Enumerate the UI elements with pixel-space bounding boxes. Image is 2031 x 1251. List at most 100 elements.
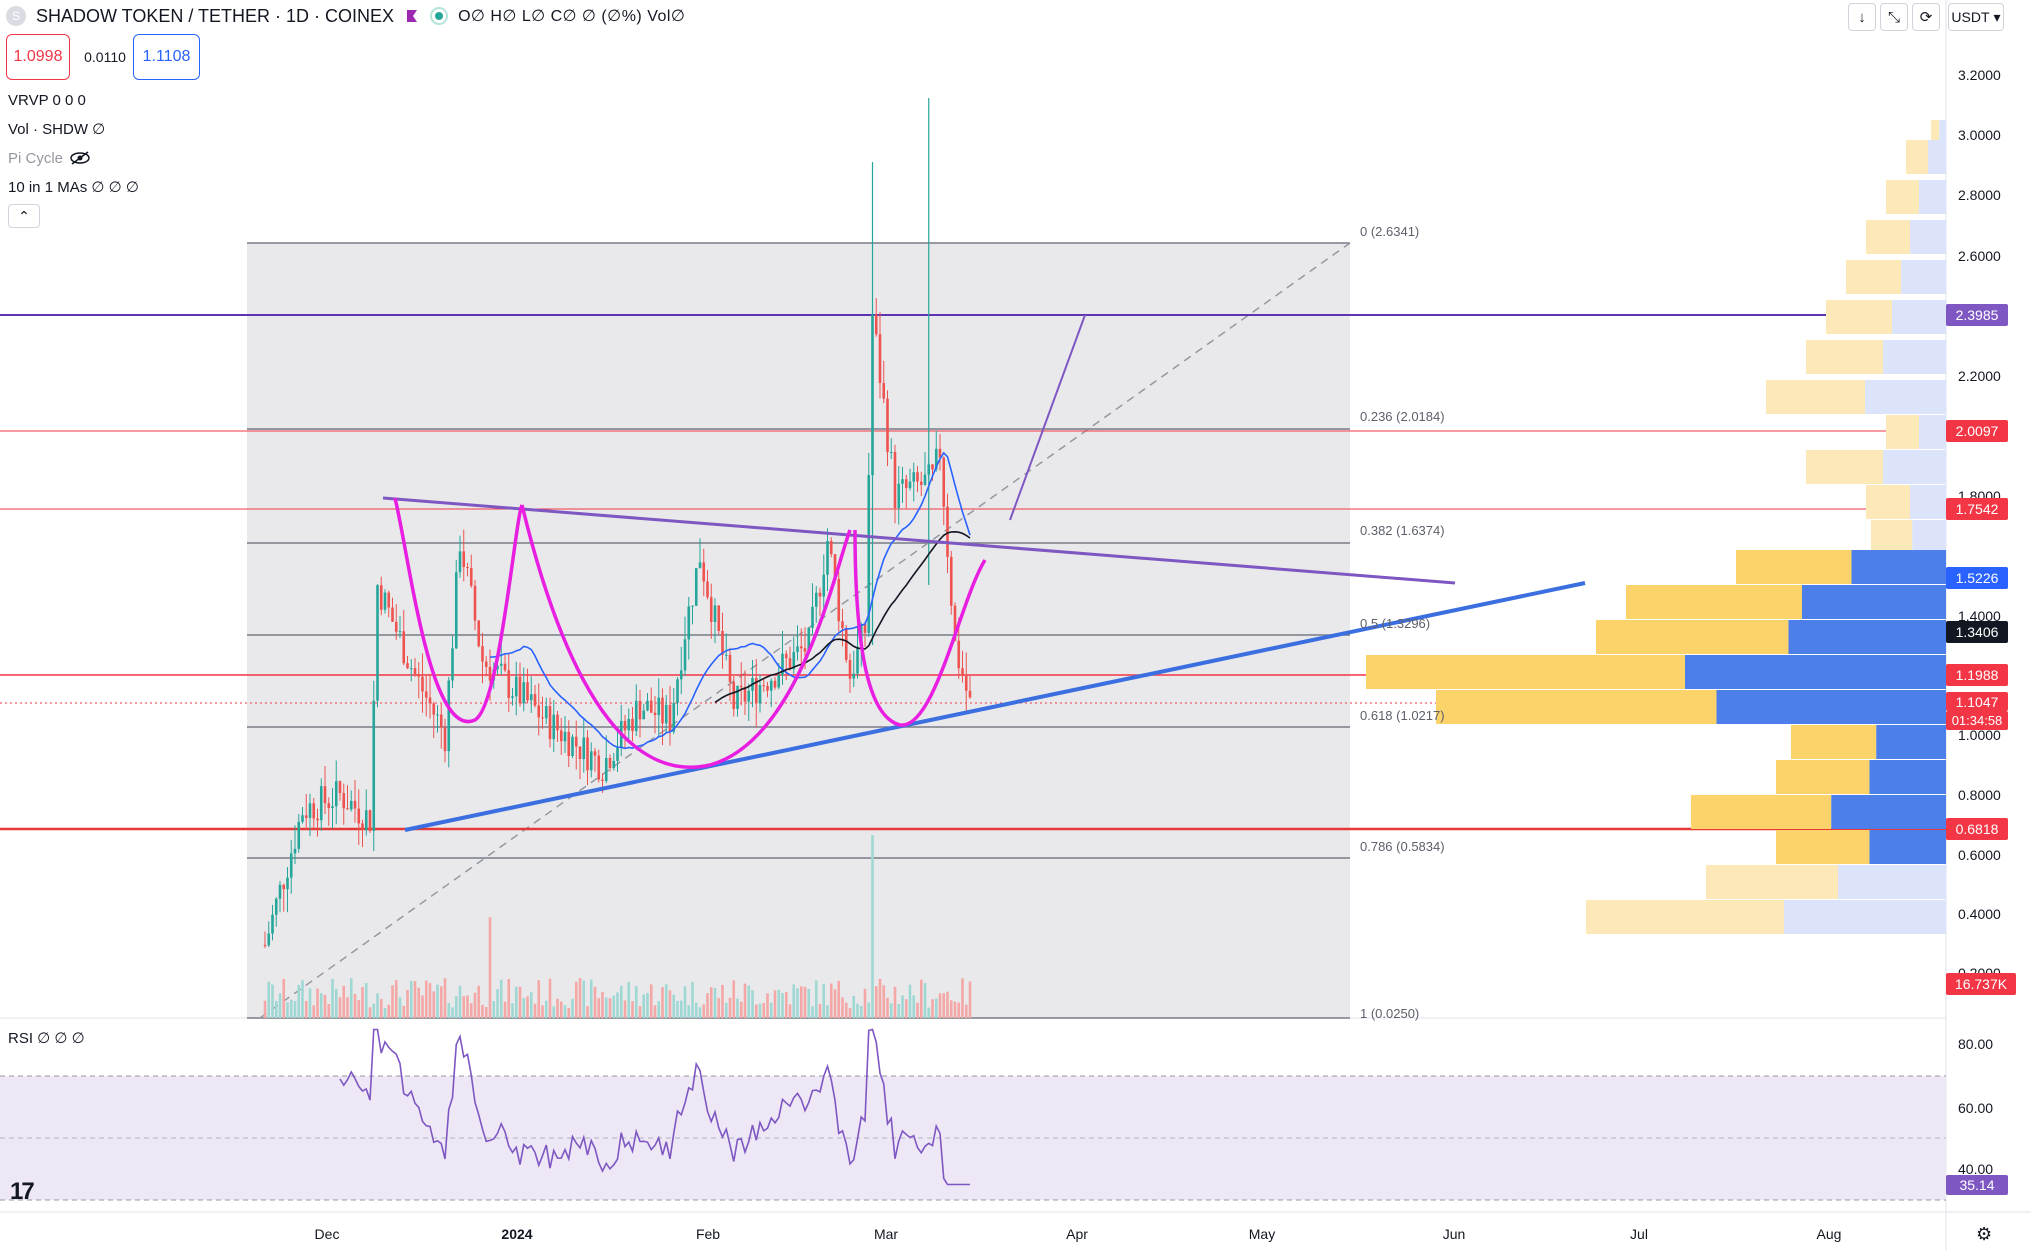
collapse-indicators-button[interactable]: ⌃: [8, 204, 40, 228]
fib-retracement-box: [247, 243, 1350, 1018]
sell-price-button[interactable]: 1.0998: [6, 34, 70, 80]
candle-body: [406, 663, 409, 669]
volume-profile-bar-down: [1865, 380, 1946, 414]
gear-icon[interactable]: ⚙: [1976, 1224, 1993, 1244]
candle-body: [837, 578, 841, 622]
candle-body: [278, 884, 282, 899]
volume-profile-bar-down: [1784, 900, 1946, 934]
fib-label: 0 (2.6341): [1360, 224, 1420, 239]
candle-body: [623, 720, 627, 731]
rsi-title[interactable]: RSI ∅ ∅ ∅: [8, 1030, 85, 1047]
candle-body: [717, 605, 721, 631]
eye-hidden-icon[interactable]: [69, 150, 91, 166]
tradingview-logo[interactable]: 17: [10, 1178, 35, 1205]
candle-body: [826, 541, 829, 575]
candle-body: [289, 853, 293, 878]
volume-bar: [413, 981, 417, 1018]
volume-profile-bar-down: [1910, 220, 1946, 254]
price-tick: 1.0000: [1958, 727, 2001, 743]
volume-bar: [507, 979, 511, 1018]
volume-bar: [657, 1001, 661, 1018]
volume-bar: [582, 980, 586, 1018]
currency-selector[interactable]: USDT ▾: [1948, 3, 2004, 31]
candle-body: [627, 718, 631, 731]
volume-profile-bar-up: [1886, 180, 1919, 214]
volume-bar: [612, 995, 616, 1018]
volume-bar: [334, 988, 338, 1018]
candle-body: [503, 663, 507, 671]
rsi-value-label: 35.14: [1946, 1175, 2008, 1195]
fib-label: 0.5 (1.3296): [1360, 616, 1431, 631]
candle-body: [934, 448, 938, 470]
collapse-pane-button[interactable]: ⤡: [1880, 3, 1908, 31]
volume-bar: [803, 986, 807, 1018]
volume-bar: [499, 979, 503, 1018]
candle-body: [409, 668, 413, 670]
volume-bar: [327, 1004, 331, 1018]
time-label: Dec: [314, 1226, 340, 1242]
indicator-pi-cycle[interactable]: Pi Cycle: [8, 147, 91, 169]
volume-bar: [781, 992, 784, 1018]
candle-body: [901, 479, 904, 484]
volume-bar: [462, 996, 466, 1018]
volume-bar: [593, 986, 597, 1018]
candle-body: [912, 472, 916, 482]
indicator-vrvp[interactable]: VRVP 0 0 0: [8, 91, 86, 109]
volume-bar: [319, 993, 323, 1018]
volume-bar: [773, 990, 777, 1018]
candle-body: [807, 627, 811, 652]
volume-bar: [608, 998, 612, 1018]
candle-body: [413, 668, 417, 674]
candle-body: [379, 585, 383, 610]
fib-label: 0.618 (1.0217): [1360, 708, 1445, 723]
candle-body: [349, 800, 353, 810]
indicator-10in1-mas[interactable]: 10 in 1 MAs ∅ ∅ ∅: [8, 179, 139, 196]
volume-bar: [814, 980, 818, 1018]
volume-bar: [338, 997, 342, 1018]
rsi-line: [339, 1028, 970, 1186]
volume-bar: [394, 980, 398, 1018]
volume-bar: [676, 1000, 679, 1018]
candle-body: [904, 479, 908, 489]
volume-bar: [856, 1003, 859, 1018]
volume-bar: [799, 986, 803, 1018]
volume-bar: [679, 1000, 683, 1018]
candle-body: [447, 680, 451, 752]
volume-bar: [769, 1002, 773, 1018]
volume-bar: [949, 1000, 953, 1018]
volume-bar: [567, 1007, 571, 1018]
volume-profile-bar-up: [1626, 585, 1802, 619]
currency-label: USDT: [1951, 9, 1990, 25]
replay-button[interactable]: ⟳: [1912, 3, 1940, 31]
candle-body: [721, 630, 724, 655]
volume-profile-bar-down: [1869, 830, 1946, 864]
volume-bar: [421, 995, 424, 1018]
volume-bar: [316, 988, 319, 1018]
symbol-header: S SHADOW TOKEN / TETHER · 1D · COINEX O∅…: [6, 4, 685, 28]
volume-bar: [484, 1007, 488, 1018]
candle-body: [323, 786, 327, 804]
volume-profile-bar-up: [1791, 725, 1877, 759]
descending-trendline: [382, 496, 1456, 585]
scroll-down-button[interactable]: ↓: [1848, 3, 1876, 31]
volume-bar: [642, 994, 646, 1018]
volume-bar: [271, 984, 274, 1018]
volume-bar: [908, 984, 912, 1018]
volume-bar: [934, 998, 938, 1018]
buy-price-button[interactable]: 1.1108: [133, 34, 200, 80]
candle-body: [387, 592, 391, 608]
flag-icon[interactable]: [404, 8, 420, 24]
indicator-pi-cycle-label: Pi Cycle: [8, 149, 64, 167]
candle-body: [563, 731, 567, 742]
candle-body: [518, 676, 522, 704]
volume-profile-bar-up: [1776, 830, 1870, 864]
volume-bar: [323, 994, 327, 1018]
candle-body: [394, 621, 398, 632]
volume-bar: [841, 997, 844, 1018]
symbol-title[interactable]: SHADOW TOKEN / TETHER · 1D · COINEX: [36, 5, 395, 26]
volume-profile-bar-up: [1806, 450, 1883, 484]
volume-bar: [653, 1005, 657, 1018]
indicator-volume[interactable]: Vol · SHDW ∅: [8, 121, 106, 138]
volume-bar: [559, 1001, 563, 1018]
